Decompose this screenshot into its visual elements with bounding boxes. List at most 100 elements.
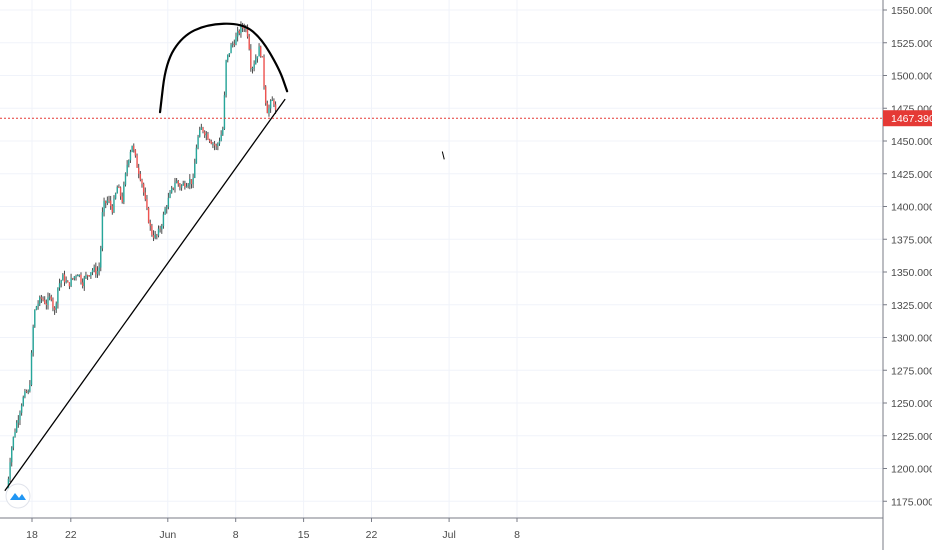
candle-body [123,184,125,203]
candle-body [235,36,237,45]
candle-body [53,307,56,310]
x-tick-label: 8 [233,529,239,541]
candle-body [65,281,67,283]
candle-body [32,326,34,353]
drawings[interactable] [4,22,445,492]
candle-body [12,436,15,448]
candle-body [138,167,140,174]
candle-body [88,275,90,277]
candle-body [240,24,242,34]
candle-body [215,145,217,147]
tradingview-logo-icon[interactable] [5,483,31,509]
candle-body [129,151,132,161]
candle-body [264,86,267,104]
candle-body [207,133,209,140]
candle-body [29,384,31,392]
candle-body [131,145,133,152]
y-tick-label: 1325.000 [891,300,932,312]
candle-body [162,214,165,226]
arc-drawing[interactable] [158,22,289,114]
candle-body [78,274,81,276]
candle-body [76,275,79,277]
candle-body [37,303,39,307]
candle-body [109,200,112,207]
candle-body [20,405,23,413]
y-tick-label: 1400.000 [891,202,932,214]
y-tick-label: 1525.000 [891,38,932,50]
candle-body [81,282,84,287]
candle-body [114,193,117,199]
candle-body [80,274,82,283]
candle-body [83,277,85,287]
candle-body [27,391,29,393]
candle-body [62,274,64,281]
candle-body [136,155,138,168]
candle-body [133,145,135,150]
candle-body [210,141,212,144]
candle-body [35,306,38,310]
candle-body [170,187,173,193]
candle-body [47,297,49,306]
x-tick-label: 22 [65,529,77,541]
candle-body [274,104,277,110]
price-tag-label: 1467.390 [891,113,932,125]
candle-body [63,274,66,283]
candle-body [40,297,43,299]
candle-body [172,187,175,189]
candle-body [177,180,179,185]
candle-body [208,139,211,142]
candle-body [238,30,240,34]
price-axis[interactable]: 1175.000 1200.000 1225.000 1250.000 1275.000… [883,5,932,508]
trendline-drawing[interactable] [4,98,286,492]
candle-body [111,206,114,213]
candle-body [250,49,252,69]
candle-body [45,303,48,306]
y-tick-label: 1375.000 [891,234,932,246]
y-tick-label: 1550.000 [891,5,932,17]
candle-body [68,282,71,287]
candle-body [269,100,272,109]
candle-body [105,200,107,204]
candle-body [57,287,59,304]
candle-body [195,147,198,164]
grid [0,0,883,518]
x-tick-label: 18 [26,529,38,541]
candle-body [146,199,148,208]
candle-body [161,225,163,230]
candle-body [200,127,203,130]
candle-body [98,267,100,271]
candle-body [230,44,232,54]
candle-body [213,143,216,146]
candle-body [96,270,99,275]
candle-body [52,299,54,308]
candle-body [60,280,62,284]
candle-body [212,143,214,145]
candle-body [141,179,143,184]
candle-body [218,140,221,144]
time-axis[interactable]: 18 22 Jun 8 15 22 Jul 8 [26,518,520,541]
small-mark-drawing[interactable] [441,151,445,160]
candle-body [55,303,57,310]
candle-body [187,184,189,187]
candle-body [134,149,137,156]
candle-body [95,267,97,275]
candle-body [119,187,122,197]
candle-body [175,180,178,184]
candle-body [271,100,273,102]
candle-body [85,275,87,278]
candle-body [75,276,77,278]
candle-body [227,54,229,61]
candle-body [152,235,155,238]
candle-body [169,192,171,198]
candle-body [180,185,183,188]
y-tick-label: 1450.000 [891,136,932,148]
candle-body [154,234,156,238]
candle-body [156,234,158,236]
candle-body [108,199,110,201]
candle-body [243,27,245,29]
candle-body [182,183,184,186]
candle-body [223,95,226,129]
y-tick-label: 1350.000 [891,267,932,279]
x-tick-label: 15 [298,529,310,541]
